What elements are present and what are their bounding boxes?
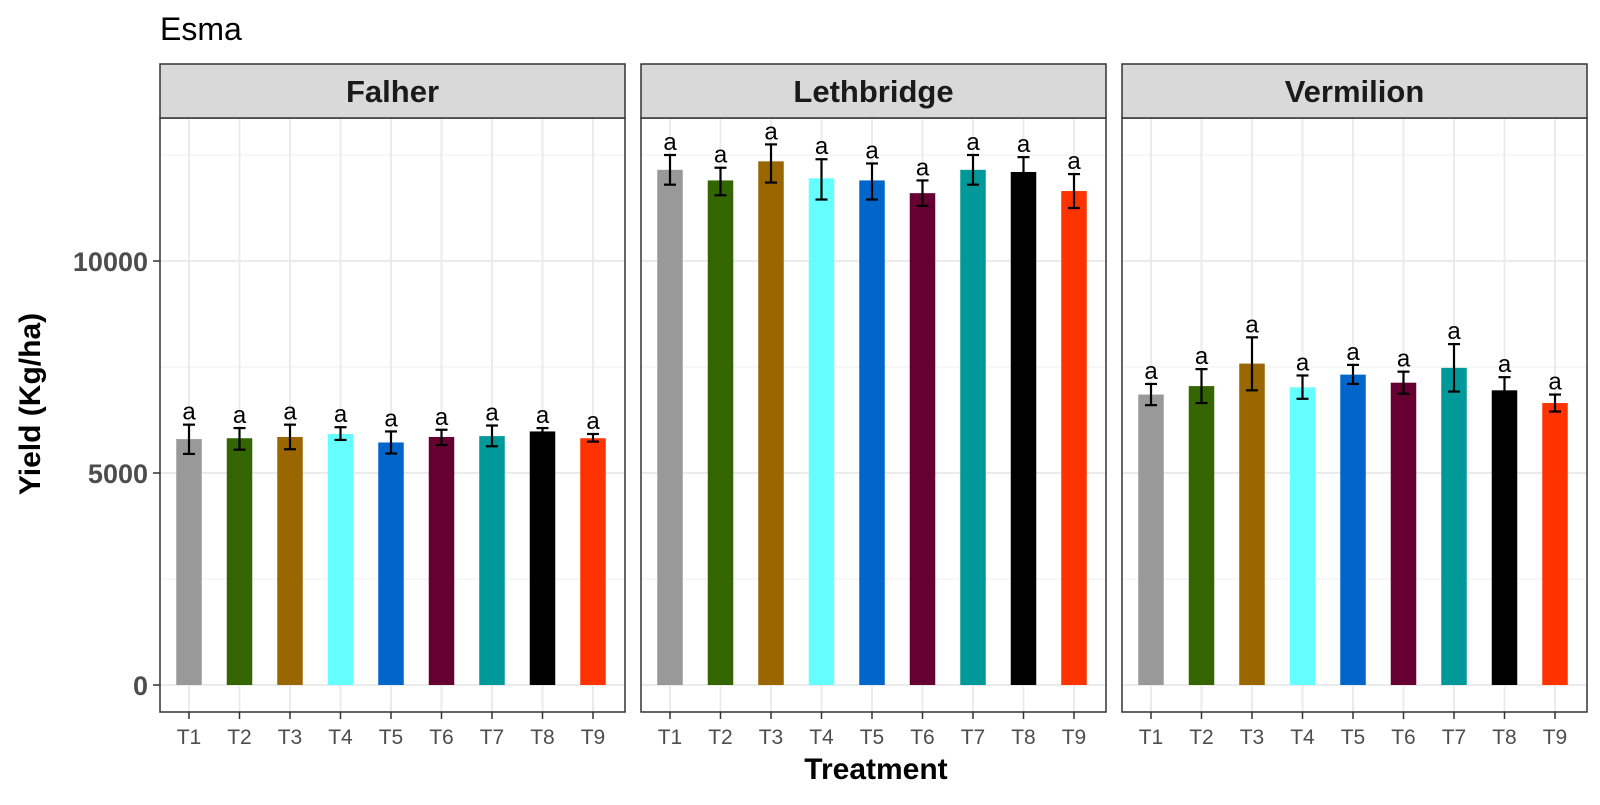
facet-strip <box>640 63 1107 119</box>
x-tick-label: T2 <box>708 726 733 749</box>
significance-label: a <box>384 405 398 432</box>
significance-label: a <box>714 142 728 169</box>
significance-label: a <box>916 154 930 181</box>
significance-label: a <box>764 118 778 145</box>
y-tick-label: 5000 <box>88 459 148 489</box>
significance-label: a <box>1067 148 1081 175</box>
x-tick-label: T8 <box>1011 726 1036 749</box>
bar-falher-t6 <box>428 436 455 685</box>
significance-label: a <box>1447 318 1461 345</box>
y-tick-label: 0 <box>133 671 148 701</box>
x-tick-label: T9 <box>1543 726 1568 749</box>
significance-label: a <box>182 399 196 426</box>
bar-falher-t4 <box>327 433 354 685</box>
bar-vermilion-t1 <box>1138 394 1164 685</box>
bar-vermilion-t6 <box>1390 382 1417 685</box>
significance-label: a <box>1296 349 1310 376</box>
facet-panel-falher: a T1 a T2 a T3 a T4 a T5 a T6 a T7 a T8 a T9 Falher <box>159 63 626 749</box>
bar-lethbridge-t4 <box>808 178 835 685</box>
bar-lethbridge-t7 <box>960 169 986 686</box>
x-tick-label: T2 <box>1189 726 1214 749</box>
x-tick-label: T6 <box>910 726 935 749</box>
bar-vermilion-t8 <box>1491 390 1518 685</box>
significance-label: a <box>865 137 879 164</box>
significance-label: a <box>586 408 600 435</box>
bar-vermilion-t9 <box>1542 403 1568 685</box>
bar-lethbridge-t1 <box>657 169 683 686</box>
bar-falher-t9 <box>580 438 606 685</box>
bar-falher-t8 <box>529 431 556 685</box>
bar-falher-t2 <box>226 438 253 685</box>
significance-label: a <box>1498 351 1512 378</box>
x-tick-label: T4 <box>809 726 834 749</box>
significance-label: a <box>1017 131 1031 158</box>
bar-vermilion-t2 <box>1188 386 1215 685</box>
x-tick-label: T3 <box>278 726 303 749</box>
x-tick-label: T4 <box>1290 726 1315 749</box>
bar-lethbridge-t3 <box>758 161 784 686</box>
significance-label: a <box>1548 369 1562 396</box>
y-axis-title: Yield (Kg/ha) <box>14 313 47 495</box>
x-tick-label: T7 <box>961 726 986 749</box>
bar-vermilion-t4 <box>1289 387 1316 685</box>
bar-lethbridge-t2 <box>707 180 734 685</box>
x-tick-label: T4 <box>328 726 353 749</box>
x-tick-label: T9 <box>581 726 606 749</box>
bar-lethbridge-t6 <box>909 193 936 685</box>
significance-label: a <box>815 133 829 160</box>
bar-falher-t1 <box>176 439 202 685</box>
bar-falher-t7 <box>479 436 505 685</box>
significance-label: a <box>233 402 247 429</box>
x-tick-label: T7 <box>1442 726 1467 749</box>
facet-strip-title: Falher <box>346 74 439 109</box>
bar-lethbridge-t9 <box>1061 191 1087 686</box>
x-tick-label: T1 <box>658 726 683 749</box>
significance-label: a <box>1195 343 1209 370</box>
bar-vermilion-t3 <box>1239 363 1265 685</box>
facet-strip <box>159 63 626 119</box>
significance-label: a <box>966 129 980 156</box>
x-tick-label: T5 <box>379 726 404 749</box>
chart-title: Esma <box>160 11 242 47</box>
significance-label: a <box>283 399 297 426</box>
facet-strip-title: Vermilion <box>1285 74 1425 109</box>
x-tick-label: T2 <box>227 726 252 749</box>
facet-panel-vermilion: a T1 a T2 a T3 a T4 a T5 a T6 a T7 a T8 a T9 Vermilion <box>1121 63 1588 749</box>
facet-panel-lethbridge: a T1 a T2 a T3 a T4 a T5 a T6 a T7 a T8 a T9 Lethbridge <box>640 63 1107 749</box>
significance-label: a <box>536 402 550 429</box>
x-axis-title: Treatment <box>804 753 947 786</box>
x-tick-label: T8 <box>530 726 555 749</box>
significance-label: a <box>1144 358 1158 385</box>
x-tick-label: T7 <box>480 726 505 749</box>
significance-label: a <box>1245 311 1259 338</box>
x-tick-label: T8 <box>1492 726 1517 749</box>
x-tick-label: T5 <box>860 726 885 749</box>
x-tick-label: T9 <box>1062 726 1087 749</box>
significance-label: a <box>485 400 499 427</box>
bar-vermilion-t5 <box>1340 374 1366 685</box>
x-tick-label: T5 <box>1341 726 1366 749</box>
bar-lethbridge-t5 <box>859 180 885 685</box>
y-tick-label: 10000 <box>73 247 148 277</box>
facet-strip <box>1121 63 1588 119</box>
significance-label: a <box>1346 339 1360 366</box>
significance-label: a <box>334 401 348 428</box>
significance-label: a <box>435 404 449 431</box>
x-tick-label: T3 <box>759 726 784 749</box>
x-tick-label: T6 <box>429 726 454 749</box>
x-tick-label: T1 <box>1139 726 1164 749</box>
x-tick-label: T1 <box>177 726 202 749</box>
x-tick-label: T6 <box>1391 726 1416 749</box>
bar-falher-t3 <box>277 436 303 685</box>
significance-label: a <box>1397 346 1411 373</box>
bar-falher-t5 <box>378 442 404 685</box>
bar-vermilion-t7 <box>1441 367 1467 685</box>
bar-lethbridge-t8 <box>1010 171 1037 685</box>
facet-strip-title: Lethbridge <box>793 74 953 109</box>
x-tick-label: T3 <box>1240 726 1265 749</box>
significance-label: a <box>663 129 677 156</box>
